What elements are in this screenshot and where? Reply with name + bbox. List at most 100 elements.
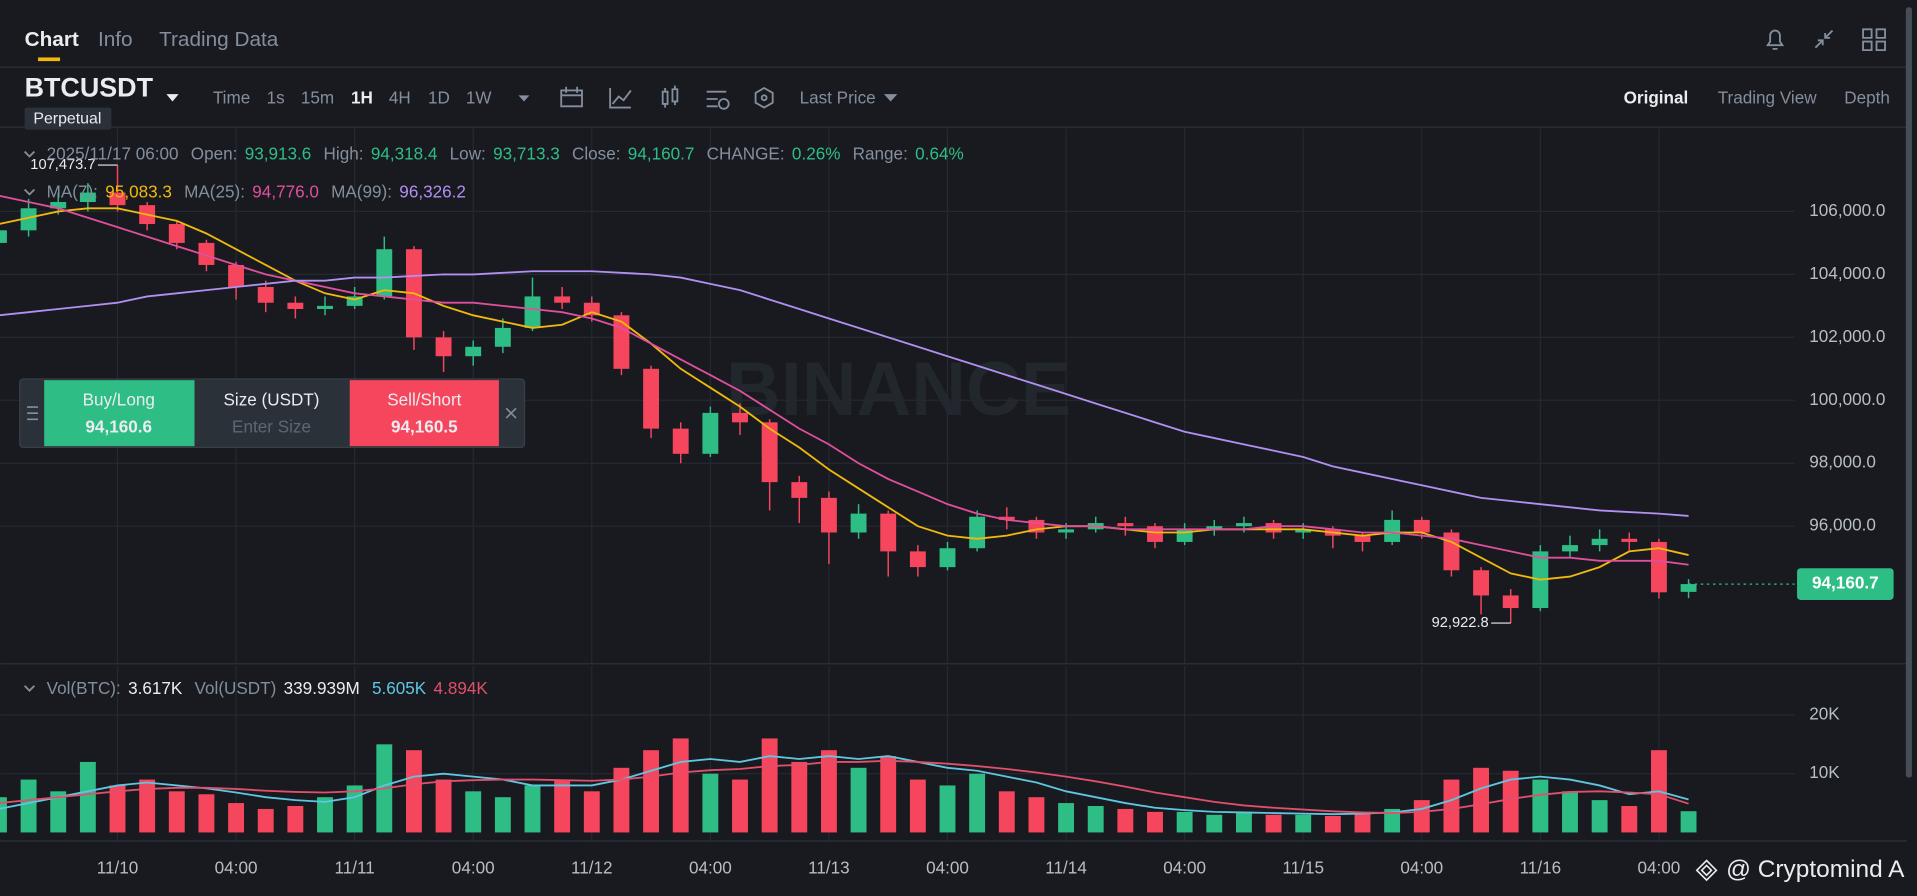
tab[interactable]: Chart (25, 28, 79, 51)
candle-body (1295, 529, 1312, 533)
x-tick-label: 04:00 (1163, 859, 1206, 878)
buy-button[interactable] (44, 380, 195, 447)
order-panel: Buy/Long 94,160.6 Size (USDT) Enter Size… (19, 378, 526, 448)
candle-body (1117, 523, 1134, 527)
ma-legend: MA(7): 95,083.3 MA(25): 94,776.0 MA(99): 96,3… (47, 183, 466, 202)
volume-bar (732, 779, 748, 833)
legend-label: Range: (853, 145, 908, 164)
hex-icon[interactable] (754, 86, 774, 109)
view-tab[interactable]: Depth (1844, 89, 1890, 108)
volume-bar (50, 791, 67, 833)
candle-body (168, 224, 185, 243)
volume-bar (79, 761, 96, 833)
dropdown-arrow[interactable] (883, 94, 898, 102)
candle-body (1443, 532, 1460, 571)
volume-bar (761, 738, 778, 833)
candle-body (20, 208, 37, 231)
sell-label: Sell/Short (387, 390, 461, 409)
collapse-icon[interactable] (1814, 29, 1834, 49)
size-input[interactable]: Enter Size (232, 417, 311, 436)
volume-bar (287, 806, 304, 833)
volume-bar (228, 803, 245, 833)
legend-item: 3.617K (128, 679, 183, 698)
y-tick-label: 98,000.0 (1809, 453, 1876, 472)
candle-body (1265, 523, 1282, 533)
candle-body (1502, 595, 1519, 609)
interval[interactable]: Time (213, 89, 250, 108)
x-tick-label: 11/13 (808, 859, 850, 878)
volume-bar (820, 750, 837, 833)
indicator-icon[interactable] (609, 88, 632, 109)
interval[interactable]: 1D (428, 89, 450, 108)
candle-body (939, 548, 956, 568)
volume-bar (1147, 811, 1163, 833)
volume-bar (1028, 797, 1045, 833)
grid-icon[interactable] (1862, 28, 1886, 52)
drag-handle[interactable] (27, 406, 39, 421)
size-label: Size (USDT) (224, 390, 320, 409)
dropdown-arrow[interactable] (518, 95, 530, 102)
collapse-chevron[interactable] (23, 685, 36, 692)
tab[interactable]: Trading Data (159, 28, 279, 51)
volume-bar (1621, 806, 1638, 833)
candle-body (732, 412, 748, 423)
legend-value: 95,083.3 (105, 183, 172, 202)
interval[interactable]: 4H (389, 89, 411, 108)
view-tab[interactable]: Trading View (1718, 89, 1818, 108)
legend-value: 0.26% (792, 145, 841, 164)
legend-label: MA(7): (47, 183, 98, 202)
scrollbar[interactable] (1905, 7, 1912, 778)
legend-item: 4.894K (434, 679, 489, 698)
volume-bar (1591, 800, 1608, 833)
legend-label: High: (324, 145, 364, 164)
volume-bar (1532, 779, 1549, 833)
close-button[interactable] (505, 407, 517, 419)
collapse-chevron[interactable] (23, 150, 36, 158)
tab[interactable]: Info (98, 28, 133, 51)
interval[interactable]: 1H (351, 89, 373, 108)
calendar-icon[interactable] (560, 86, 583, 108)
candle-body (1413, 519, 1430, 533)
interval[interactable]: 1W (466, 89, 493, 108)
candle-body (613, 315, 630, 369)
candle-body (1235, 523, 1252, 527)
sell-button[interactable] (349, 380, 499, 447)
legend-item: 339.939M (284, 679, 360, 698)
y-tick-label: 102,000.0 (1809, 327, 1885, 346)
volume-legend: Vol(BTC): 3.617K Vol(USDT) 339.939M 5.605K 4.… (47, 679, 489, 698)
settings-icon[interactable] (706, 90, 730, 110)
view-tab[interactable]: Original (1624, 89, 1689, 108)
toolbar-icons (560, 85, 774, 110)
volume-bar (1680, 811, 1697, 833)
legend-value: 93,913.6 (245, 145, 312, 164)
candle-body (198, 242, 215, 265)
legend-item: 5.605K (372, 679, 427, 698)
price-type[interactable]: Last Price (800, 89, 876, 108)
volume-bar (465, 791, 482, 833)
bell-icon[interactable] (1765, 29, 1785, 50)
legend-time: 2025/11/17 06:00 (47, 145, 179, 164)
candle-icon[interactable] (661, 85, 679, 108)
x-tick-label: 11/11 (335, 859, 375, 878)
volume-bar (1176, 811, 1193, 833)
candle-body (1206, 526, 1223, 530)
collapse-chevron[interactable] (23, 188, 36, 196)
candle-body (346, 296, 363, 306)
candle-body (1384, 519, 1401, 542)
symbol[interactable]: BTCUSDT (25, 72, 154, 102)
interval[interactable]: 1s (267, 89, 285, 108)
candle-body (257, 286, 274, 303)
volume-bar (494, 797, 511, 833)
volume-bar (317, 797, 333, 833)
candle-body (909, 551, 926, 568)
interval[interactable]: 15m (301, 89, 334, 108)
volume-bar (346, 785, 363, 833)
volume-bar (1235, 811, 1252, 833)
candle-body (494, 327, 511, 347)
legend-label: Low: (450, 145, 486, 164)
last-price-label: 94,160.7 (1812, 574, 1879, 593)
dropdown-arrow[interactable] (166, 94, 179, 102)
low-label: 92,922.8 (1432, 615, 1489, 631)
y-tick-label: 20K (1809, 704, 1840, 723)
